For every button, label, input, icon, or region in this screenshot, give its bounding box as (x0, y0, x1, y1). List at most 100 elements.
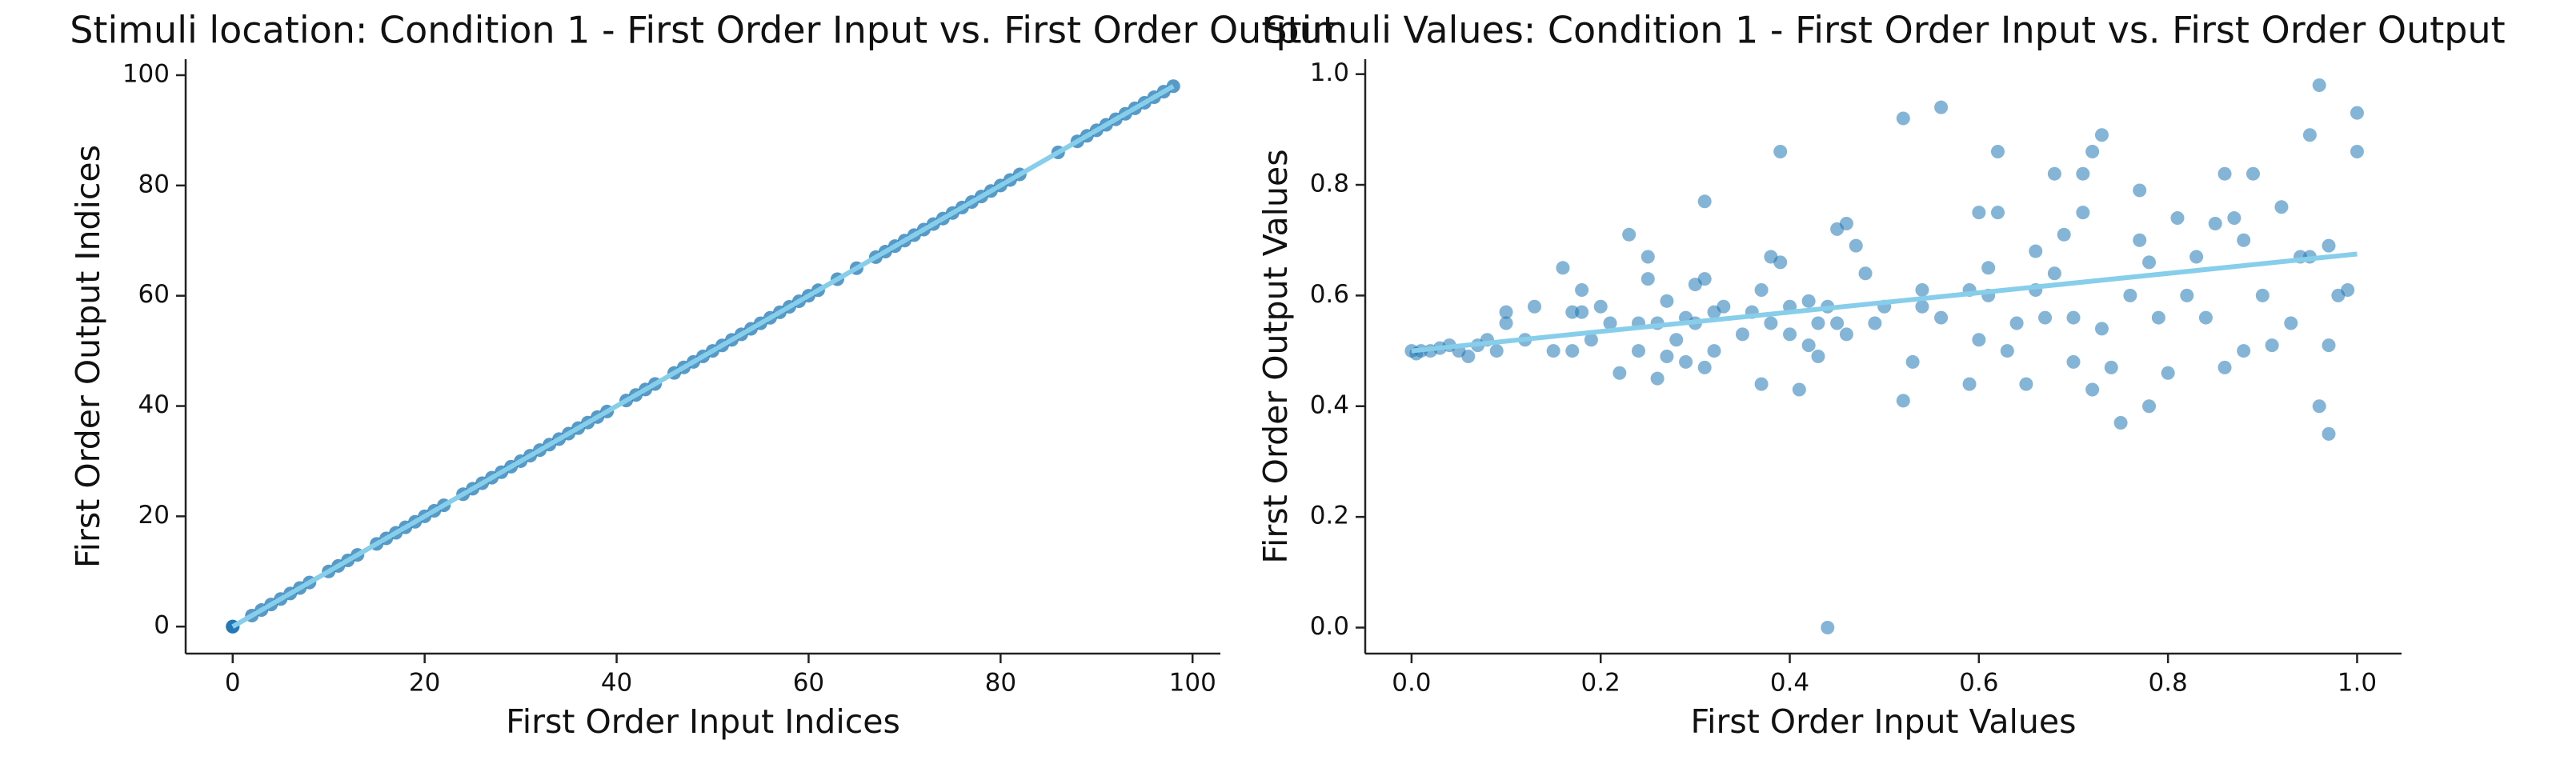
x-axis-label: First Order Input Values (1690, 702, 2076, 741)
data-point (1858, 266, 1873, 281)
data-point (1905, 354, 1920, 369)
data-point (2322, 238, 2336, 253)
data-point (2198, 310, 2213, 325)
data-point (2302, 128, 2317, 142)
data-point (1697, 194, 1712, 209)
trend-line (1411, 251, 2358, 354)
data-point (1830, 316, 1845, 330)
data-point (1962, 377, 1977, 391)
data-point (2189, 250, 2204, 264)
x-tick-label: 1.0 (2338, 669, 2377, 698)
x-tick-label: 0 (225, 669, 241, 698)
data-point (1631, 344, 1645, 358)
data-point (1660, 294, 1674, 308)
data-point (1603, 316, 1617, 330)
x-tick-label: 0.6 (1959, 669, 1998, 698)
data-point (2009, 316, 2024, 330)
data-point (1915, 299, 1929, 314)
data-point (2208, 216, 2222, 230)
data-point (1499, 316, 1513, 330)
data-point (2265, 338, 2279, 353)
data-point (1593, 299, 1608, 314)
x-tick-label: 0.4 (1770, 669, 1809, 698)
data-point (1839, 216, 1853, 230)
data-point (2312, 399, 2326, 414)
data-point (1972, 333, 1986, 347)
data-point (1556, 261, 1570, 275)
data-point (2085, 382, 2100, 397)
data-point (2094, 128, 2109, 142)
data-point (1650, 371, 1665, 386)
data-point (1754, 377, 1769, 391)
data-point (1896, 111, 1910, 126)
data-point (1990, 145, 2005, 159)
data-point (1773, 145, 1788, 159)
x-axis-label: First Order Input Indices (506, 702, 900, 741)
data-point (2123, 288, 2137, 302)
data-point (2217, 166, 2232, 181)
y-tick-label: 60 (138, 280, 170, 309)
y-tick-label: 1.0 (1310, 58, 1349, 87)
data-point (1489, 344, 1504, 358)
data-point (2237, 233, 2251, 247)
data-point (1622, 227, 1637, 242)
data-point (2076, 166, 2090, 181)
data-point (1839, 327, 1853, 342)
data-point (2142, 399, 2157, 414)
data-point (1499, 305, 1513, 319)
data-point (1981, 261, 1996, 275)
data-point (1669, 333, 1684, 347)
data-point (1915, 282, 1929, 297)
chart-title: Stimuli Values: Condition 1 - First Orde… (1264, 9, 2505, 52)
data-point (1972, 206, 1986, 220)
y-tick-label: 40 (138, 390, 170, 419)
data-point (1934, 310, 1949, 325)
data-point (2104, 360, 2118, 374)
data-point (2142, 255, 2157, 270)
data-point (1811, 350, 1825, 363)
x-tick-label: 80 (985, 669, 1016, 698)
y-tick-label: 80 (138, 170, 170, 198)
data-point (2341, 282, 2355, 297)
data-point (2350, 106, 2364, 120)
data-point (2019, 377, 2033, 391)
data-point (2245, 166, 2260, 181)
data-point (2113, 416, 2128, 430)
y-axis-label: First Order Output Indices (69, 145, 107, 568)
data-point (1821, 620, 1835, 634)
data-point (1641, 250, 1655, 264)
data-point (2161, 366, 2175, 380)
data-point (1764, 316, 1778, 330)
data-point (2094, 322, 2109, 336)
data-point (1849, 238, 1863, 253)
y-tick-label: 0.6 (1310, 280, 1349, 309)
data-point (1641, 272, 1655, 286)
data-point (1754, 282, 1769, 297)
data-point (1801, 338, 1816, 353)
data-point (2237, 344, 2251, 358)
data-point (1565, 344, 1580, 358)
chart-title: Stimuli location: Condition 1 - First Or… (70, 9, 1337, 52)
data-point (2085, 145, 2100, 159)
trend-line (231, 84, 1175, 629)
data-point (2227, 211, 2241, 226)
data-point (2066, 354, 2081, 369)
data-point (1783, 327, 1797, 342)
data-point (2047, 266, 2061, 281)
x-tick-label: 0.2 (1581, 669, 1621, 698)
x-tick-label: 20 (409, 669, 440, 698)
data-point (1792, 382, 1806, 397)
data-point (1461, 350, 1476, 363)
data-point (2312, 78, 2326, 93)
data-point (2255, 288, 2270, 302)
data-point (2350, 145, 2364, 159)
data-point (2274, 200, 2289, 214)
data-point (2029, 244, 2043, 258)
data-point (1868, 316, 1882, 330)
data-point (2057, 227, 2071, 242)
data-point (2066, 310, 2081, 325)
data-point (1679, 354, 1693, 369)
data-point (1575, 305, 1589, 319)
data-point (1584, 333, 1598, 347)
y-axis-label: First Order Output Values (1256, 149, 1295, 563)
